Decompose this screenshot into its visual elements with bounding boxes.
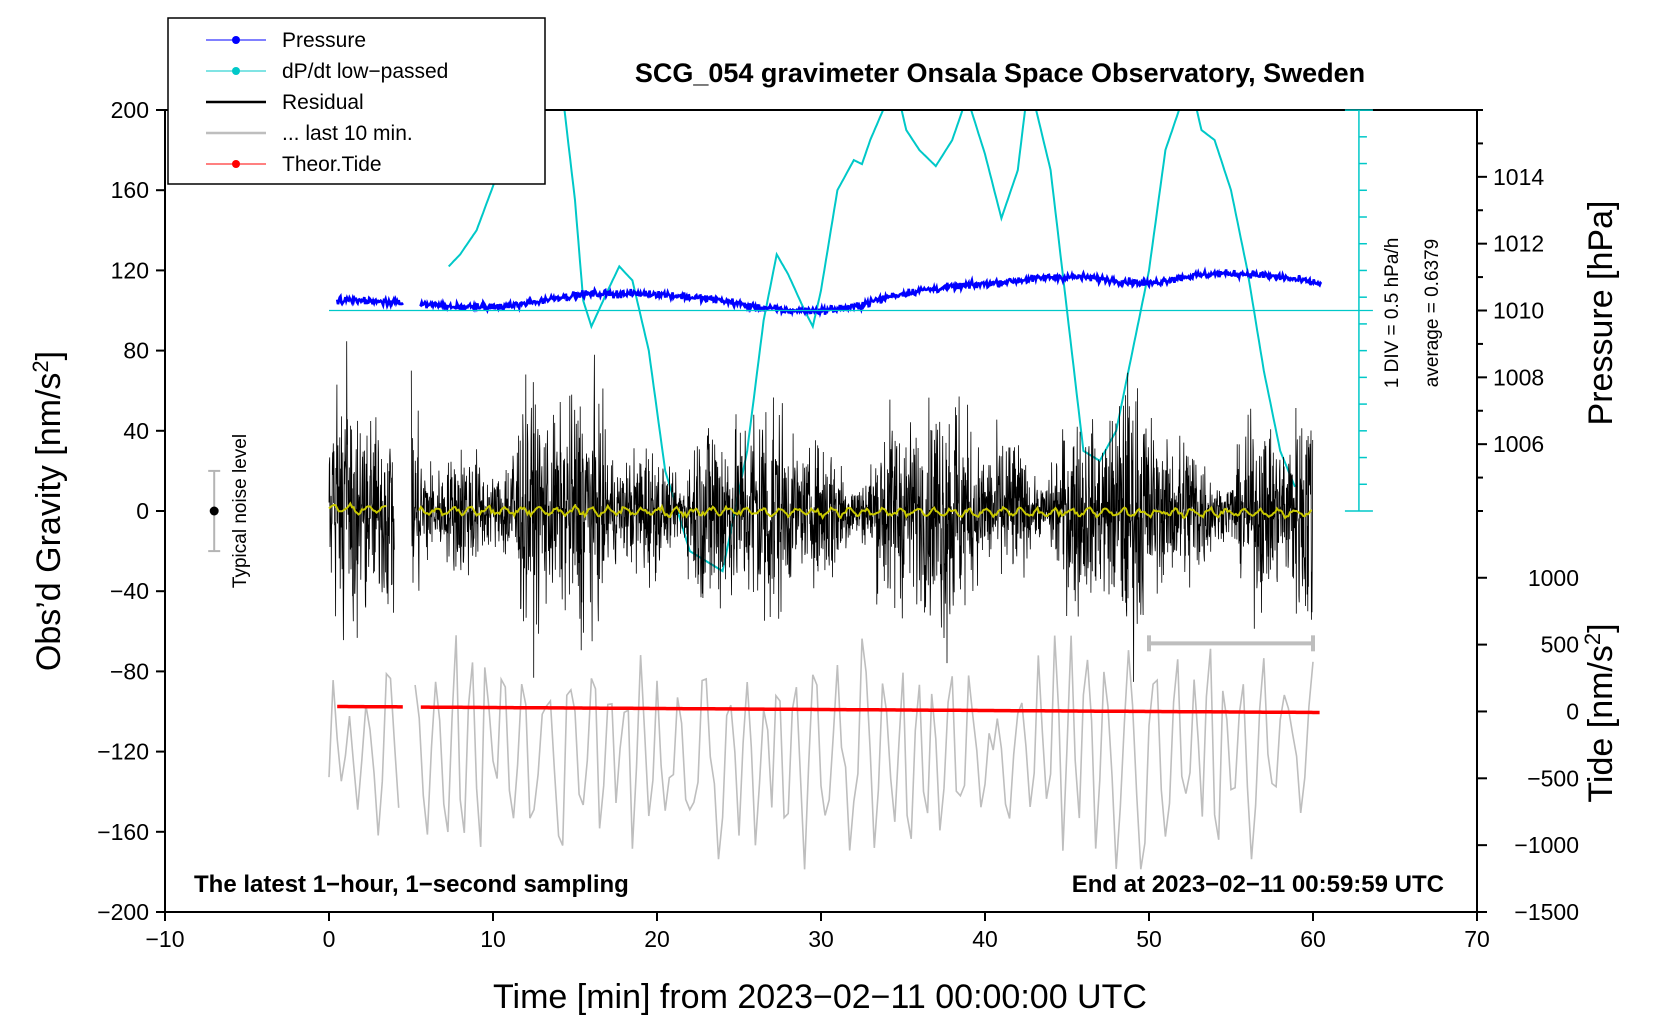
y-tick-label: 0: [136, 498, 149, 524]
pressure-tick-label: 1014: [1493, 164, 1544, 190]
legend-marker: [232, 67, 240, 75]
y-tick-label: 200: [111, 97, 149, 123]
dpdt-average-label: average = 0.6379: [1422, 239, 1443, 387]
x-tick-label: 60: [1300, 926, 1326, 952]
pressure-tick-label: 1012: [1493, 231, 1544, 257]
pressure-line: [335, 266, 1323, 319]
tide-tick-label: −500: [1527, 765, 1579, 791]
theor-tide-line: [337, 704, 1320, 715]
y-tick-label: −40: [110, 578, 149, 604]
pressure-tick-label: 1010: [1493, 298, 1544, 324]
y-tick-label: −160: [97, 819, 149, 845]
dpdt-line: [447, 110, 1296, 573]
y-tick-label: 40: [123, 418, 149, 444]
x-tick-label: 40: [972, 926, 998, 952]
residual-lowpass-line: [328, 501, 1313, 520]
x-tick-label: 70: [1464, 926, 1490, 952]
sampling-note: The latest 1−hour, 1−second sampling: [194, 871, 629, 898]
tide-tick-label: 500: [1541, 632, 1579, 658]
legend: Pressure dP/dt low−passed Residual ... last…: [167, 17, 546, 185]
tide-axis-label: Tide [nm/s2]: [1580, 623, 1620, 802]
tide-tick-label: 1000: [1528, 565, 1579, 591]
y-axis-label-sup: 2: [28, 360, 53, 372]
legend-label: Pressure: [282, 29, 366, 52]
tide-axis-label-sup: 2: [1580, 633, 1605, 645]
y-tick-label: 120: [111, 257, 149, 283]
pressure-axis-label: Pressure [hPa]: [1582, 201, 1620, 426]
noise-bar-center-dot: [209, 506, 219, 516]
y-tick-label: −200: [97, 899, 149, 925]
residual-line: [328, 341, 1314, 682]
last-10-min-line: [328, 635, 1314, 870]
legend-label: Theor.Tide: [282, 153, 382, 176]
chart-title: SCG_054 gravimeter Onsala Space Observat…: [635, 58, 1365, 88]
x-tick-label: 10: [480, 926, 506, 952]
y-axis-label-end: ]: [30, 351, 68, 360]
y-tick-label: −80: [110, 658, 149, 684]
end-time-note: End at 2023−02−11 00:59:59 UTC: [1072, 871, 1444, 898]
x-tick-label: 50: [1136, 926, 1162, 952]
tide-tick-label: −1000: [1514, 832, 1579, 858]
legend-marker: [232, 36, 240, 44]
tide-tick-label: 0: [1566, 698, 1579, 724]
x-tick-label: 30: [808, 926, 834, 952]
tide-axis-label-end: ]: [1582, 623, 1620, 632]
noise-level-label: Typical noise level: [230, 434, 251, 588]
y-tick-label: 80: [123, 338, 149, 364]
y-axis-label-main: Obs’d Gravity [nm/s: [30, 373, 68, 672]
axis-layer: −10 0 10 20 30 40 50 60 70 −200 −160 −120 −80 −40 0 40 8…: [97, 97, 1579, 952]
y-axis-label: Obs’d Gravity [nm/s2]: [28, 351, 68, 671]
legend-label: dP/dt low−passed: [282, 60, 448, 83]
tide-axis-label-main: Tide [nm/s: [1582, 645, 1620, 802]
legend-label: ... last 10 min.: [282, 122, 413, 145]
dpdt-div-label: 1 DIV = 0.5 hPa/h: [1382, 238, 1403, 389]
x-tick-label: −10: [145, 926, 184, 952]
x-axis-label: Time [min] from 2023−02−11 00:00:00 UTC: [493, 978, 1147, 1016]
tide-tick-label: −1500: [1514, 899, 1579, 925]
pressure-tick-label: 1008: [1493, 364, 1544, 390]
x-tick-label: 0: [323, 926, 336, 952]
x-tick-label: 20: [644, 926, 670, 952]
y-tick-label: 160: [111, 177, 149, 203]
series-layer: [328, 110, 1323, 870]
y-tick-label: −120: [97, 739, 149, 765]
legend-label: Residual: [282, 91, 364, 114]
pressure-tick-label: 1006: [1493, 431, 1544, 457]
legend-marker: [232, 160, 240, 168]
